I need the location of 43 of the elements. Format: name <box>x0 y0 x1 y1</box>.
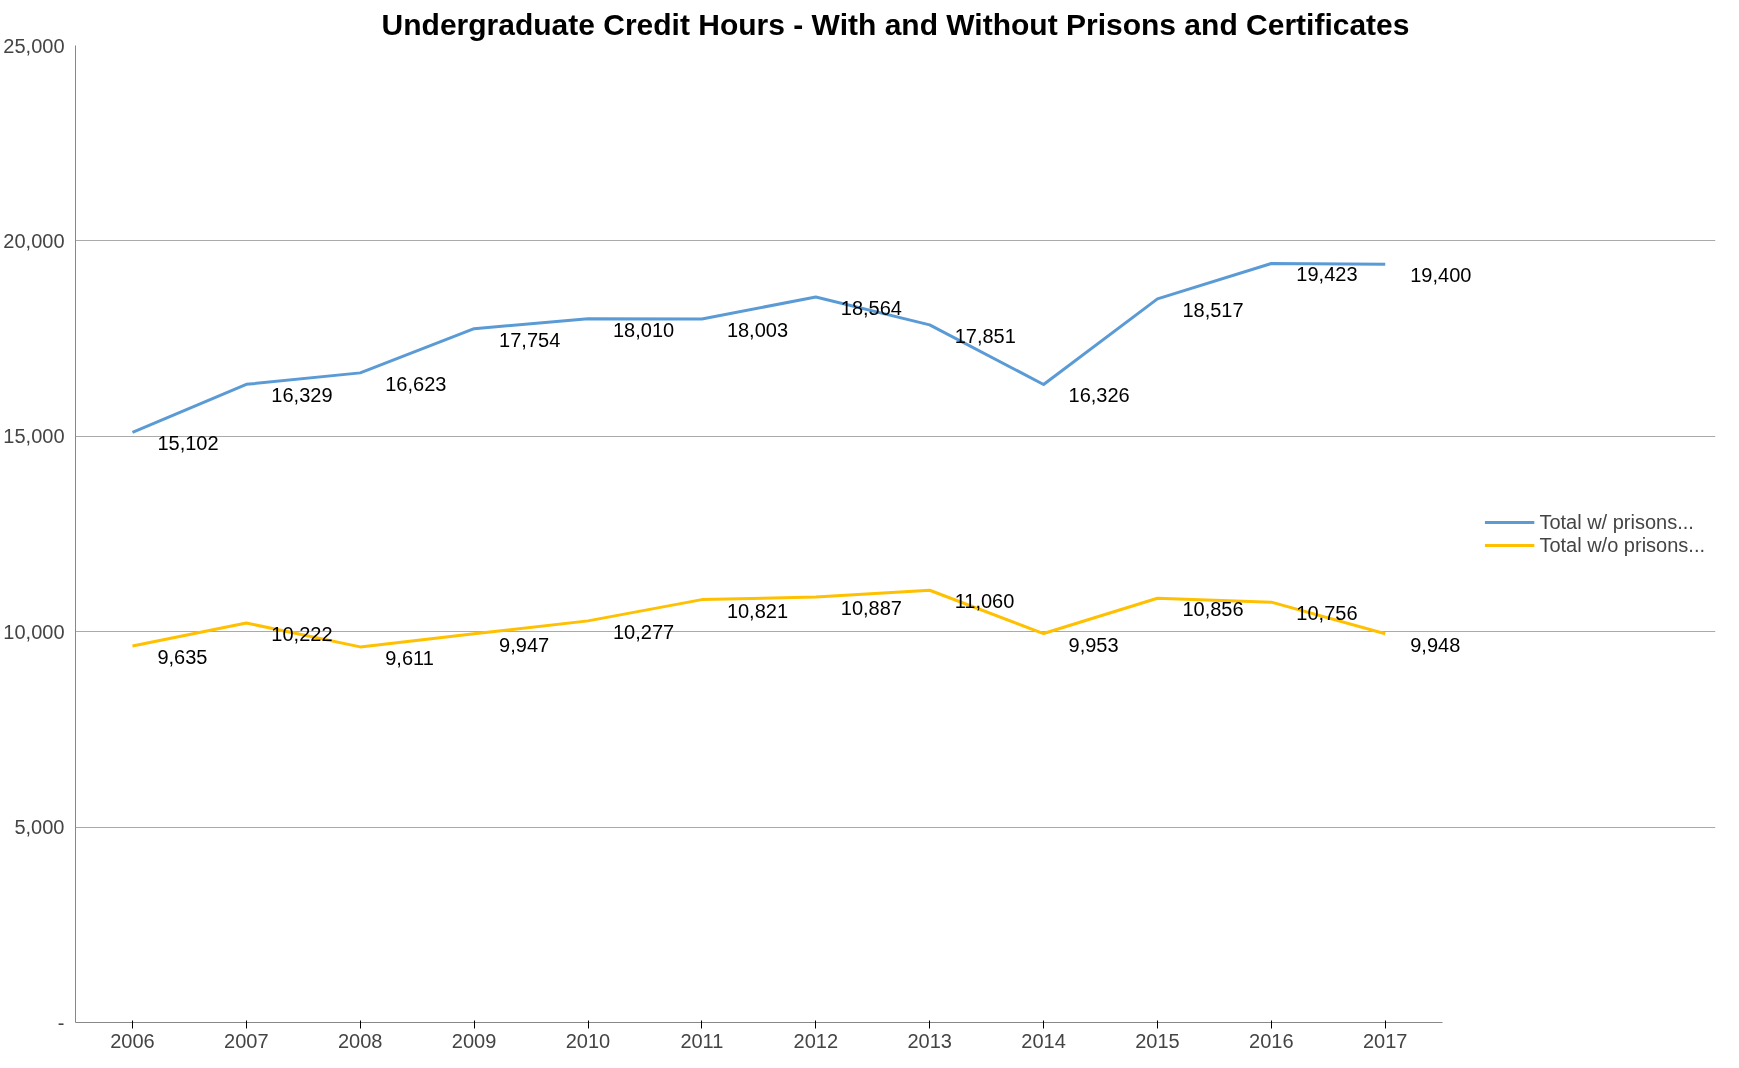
data-label: 16,623 <box>385 372 447 395</box>
data-label: 17,851 <box>954 324 1016 347</box>
y-tick-label: 15,000 <box>3 425 65 448</box>
x-tick-label: 2017 <box>1362 1029 1408 1052</box>
data-label: 18,517 <box>1182 298 1244 321</box>
data-label: 18,003 <box>726 318 789 341</box>
data-label: 9,611 <box>385 646 434 669</box>
y-tick-label: 20,000 <box>3 229 65 252</box>
x-tick-label: 2012 <box>793 1029 839 1052</box>
data-label: 16,329 <box>271 384 333 407</box>
legend-label: Total w/o prisons... <box>1539 533 1705 557</box>
y-tick-label: 5,000 <box>14 816 65 839</box>
data-label: 9,948 <box>1410 633 1461 656</box>
x-tick-label: 2013 <box>907 1029 952 1052</box>
x-tick-label: 2010 <box>565 1029 611 1052</box>
data-label: 10,887 <box>840 597 902 620</box>
x-tick-label: 2009 <box>451 1029 497 1052</box>
x-tick-label: 2007 <box>224 1029 269 1052</box>
x-tick-label: 2016 <box>1249 1029 1294 1052</box>
data-label: 9,953 <box>1068 633 1119 656</box>
data-label: 9,635 <box>157 645 208 668</box>
x-tick-label: 2014 <box>1021 1029 1066 1052</box>
data-label: 9,947 <box>499 633 550 656</box>
x-tick-label: 2008 <box>337 1029 383 1052</box>
data-label: 10,821 <box>726 599 789 622</box>
x-tick-label: 2006 <box>110 1029 155 1052</box>
x-tick-label: 2015 <box>1135 1029 1180 1052</box>
y-tick-label: 25,000 <box>3 34 65 57</box>
data-label: 19,423 <box>1296 263 1358 286</box>
y-tick-label: - <box>57 1011 65 1034</box>
legend-label: Total w/ prisons... <box>1539 510 1694 534</box>
data-label: 15,102 <box>157 432 219 455</box>
y-tick-label: 10,000 <box>3 620 65 643</box>
chart-title: Undergraduate Credit Hours - With and Without Prisons and Certificates <box>381 7 1410 41</box>
data-label: 10,277 <box>613 620 675 643</box>
x-tick-label: 2011 <box>680 1029 724 1052</box>
data-label: 16,326 <box>1068 384 1130 407</box>
data-label: 18,010 <box>613 318 675 341</box>
line-series <box>130 261 1387 434</box>
data-label: 11,060 <box>954 590 1015 613</box>
data-label: 10,856 <box>1182 598 1244 621</box>
data-label: 19,400 <box>1410 264 1472 287</box>
data-label: 17,754 <box>499 328 561 351</box>
